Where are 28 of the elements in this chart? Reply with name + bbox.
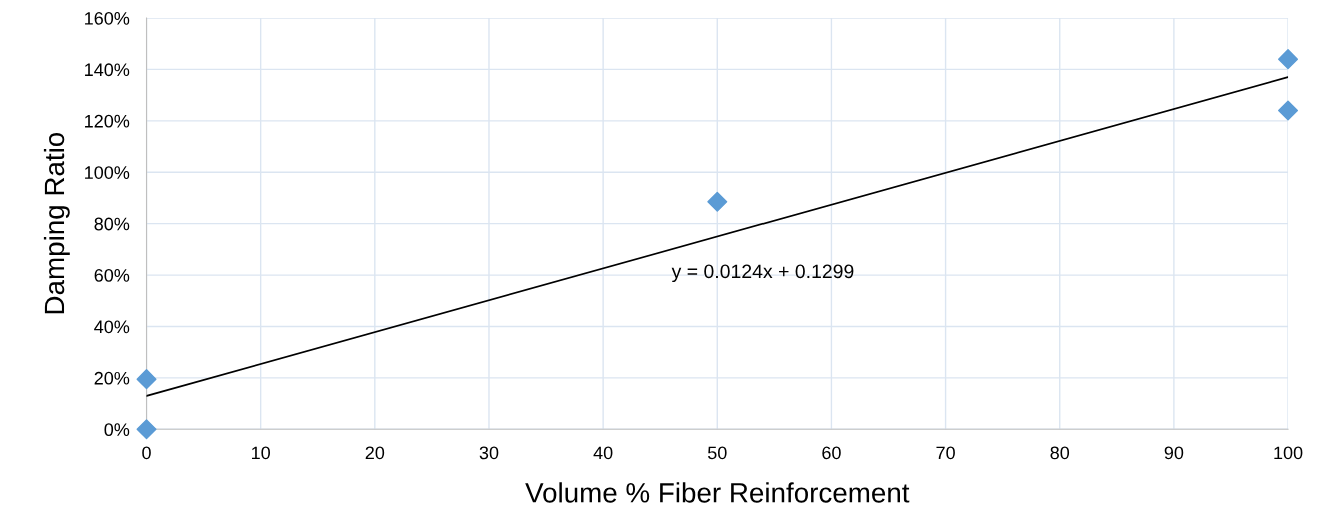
x-tick-label: 70 bbox=[936, 446, 955, 460]
y-axis-title: Damping Ratio bbox=[43, 132, 70, 314]
y-tick-label: 100% bbox=[85, 166, 130, 179]
x-axis-title: Volume % Fiber Reinforcement bbox=[525, 482, 910, 503]
y-tick-label: 160% bbox=[85, 11, 130, 25]
x-tick-label: 60 bbox=[822, 446, 841, 460]
point bbox=[136, 369, 157, 390]
x-tick-label: 80 bbox=[1050, 446, 1070, 460]
y-tick-label: 120% bbox=[85, 114, 130, 128]
point bbox=[136, 419, 157, 440]
x-tick-label: 50 bbox=[707, 446, 727, 460]
y-tick-label: 0% bbox=[104, 423, 130, 437]
point bbox=[1278, 49, 1299, 70]
point bbox=[1278, 100, 1299, 121]
x-tick-label: 40 bbox=[593, 446, 613, 460]
annotation: y = 0.0124x + 0.1299 bbox=[671, 264, 854, 283]
y-tick-label: 60% bbox=[94, 269, 130, 282]
x-tick-label: 10 bbox=[252, 446, 271, 460]
point bbox=[707, 191, 728, 212]
y-tick-label: 20% bbox=[94, 371, 130, 385]
y-tick-label: 140% bbox=[85, 63, 130, 77]
x-tick-label: 20 bbox=[365, 446, 385, 460]
y-tick-label: 40% bbox=[94, 320, 130, 334]
x-tick-label: 30 bbox=[479, 446, 499, 460]
x-tick-label: 100 bbox=[1274, 446, 1303, 460]
x-tick-label: 0 bbox=[142, 446, 151, 460]
y-tick-label: 80% bbox=[94, 217, 130, 231]
x-tick-label: 90 bbox=[1164, 446, 1184, 460]
